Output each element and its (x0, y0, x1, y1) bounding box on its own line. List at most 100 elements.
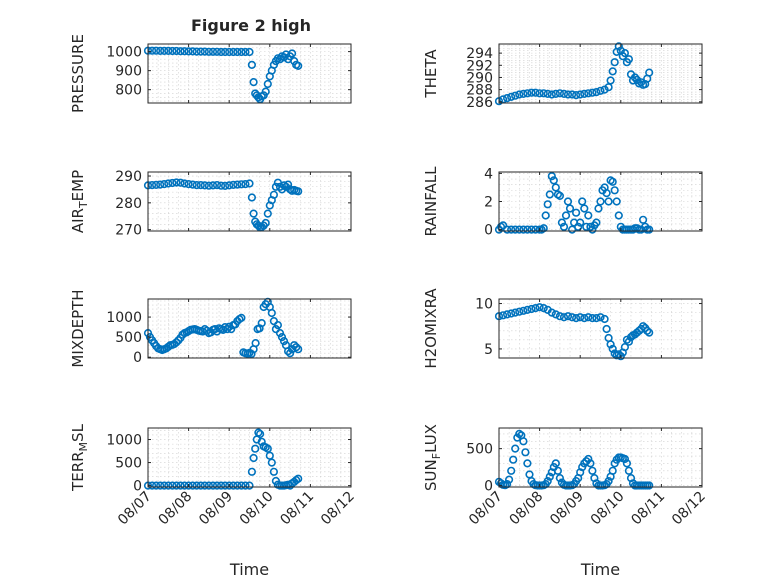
axes-box (147, 298, 352, 359)
data-point (614, 211, 623, 220)
data-point (507, 225, 516, 234)
y-tick-label: 500 (115, 456, 142, 472)
data-point (547, 308, 556, 317)
data-point (245, 47, 254, 57)
data-point (256, 429, 265, 439)
y-tick-label: 5 (484, 342, 493, 358)
data-point (269, 190, 279, 199)
data-point (168, 178, 177, 188)
y-axis-label: H2OMIXRA (422, 288, 440, 369)
data-point (241, 180, 250, 189)
data-point (188, 180, 197, 189)
x-tick-label: 08/11 (628, 489, 668, 529)
data-point (184, 481, 193, 490)
data-point (592, 314, 601, 323)
data-point (204, 481, 213, 490)
data-point (586, 459, 595, 468)
data-point (608, 466, 617, 475)
data-point (225, 481, 234, 490)
axes-box (147, 43, 352, 104)
data-point (247, 193, 256, 202)
data-point (247, 467, 256, 476)
y-axis-label: SUNFLUX (422, 424, 443, 491)
y-tick-label: 2 (484, 195, 493, 211)
data-point (519, 306, 528, 315)
y-tick-label: 270 (115, 223, 142, 239)
data-point (571, 208, 581, 217)
y-tick-label: 500 (466, 442, 493, 458)
data-point (263, 209, 272, 218)
x-tick-label: 08/09 (547, 489, 587, 529)
data-point (523, 89, 532, 98)
data-point (192, 47, 201, 56)
subplot-h2omixra: 5 10 H2OMIXRA (422, 288, 703, 369)
data-point (507, 466, 516, 475)
data-point (180, 47, 189, 56)
data-point (164, 46, 173, 56)
data-point (499, 221, 508, 230)
y-tick-label: 0 (133, 479, 142, 495)
data-point (184, 47, 193, 56)
data-point (574, 222, 583, 231)
data-point (551, 459, 560, 468)
data-point (580, 89, 589, 98)
data-point (638, 322, 648, 331)
axes-box (147, 171, 352, 232)
data-point (557, 218, 567, 227)
data-point (263, 444, 272, 453)
y-tick-label: 500 (115, 330, 142, 346)
data-point (606, 76, 615, 85)
data-point (245, 179, 254, 188)
data-point (645, 328, 654, 337)
data-point (148, 46, 157, 55)
data-point (164, 179, 173, 188)
data-point (624, 337, 634, 346)
data-point (527, 88, 536, 97)
data-point (608, 344, 617, 354)
data-point (594, 204, 603, 213)
data-point (168, 481, 177, 490)
subplot-pressure: 800 900 1000 PRESSURE (69, 34, 352, 113)
y-tick-label: 0 (484, 223, 493, 239)
data-point (519, 437, 528, 446)
y-tick-label: 280 (115, 196, 142, 212)
data-point (279, 337, 289, 346)
data-point (267, 308, 276, 318)
data-point (225, 181, 234, 190)
data-point (229, 47, 238, 57)
data-point (535, 89, 544, 98)
y-tick-label: 290 (115, 169, 142, 185)
data-point (545, 190, 554, 199)
data-point (221, 47, 230, 57)
data-point (152, 46, 161, 55)
data-point (156, 46, 165, 56)
data-point (563, 197, 573, 206)
data-point (608, 67, 617, 76)
data-point (551, 183, 560, 192)
data-point (584, 454, 593, 464)
data-point (176, 178, 185, 187)
data-point (225, 47, 234, 57)
data-point (229, 481, 238, 490)
subplot-terr-msl: 08/07 08/08 08/09 08/10 08/11 08/1205001000TE… (69, 423, 358, 579)
data-point (559, 89, 569, 98)
data-point (269, 467, 279, 476)
y-tick-label: 1000 (106, 433, 142, 449)
data-point (176, 481, 185, 490)
data-point (549, 176, 558, 185)
y-tick-label: 4 (484, 166, 493, 182)
data-point (294, 187, 303, 196)
y-tick-label: 900 (115, 64, 142, 80)
data-point (638, 215, 648, 224)
subplot-air-temp: 270 280 290 AIRTEMP (69, 169, 352, 239)
data-point (217, 181, 226, 190)
data-point (192, 181, 201, 190)
data-point (622, 459, 632, 468)
data-point (515, 225, 524, 234)
data-point (503, 310, 512, 319)
data-point (241, 47, 250, 57)
data-point (519, 89, 528, 98)
x-tick-label: 08/08 (507, 489, 547, 529)
data-point (580, 314, 589, 323)
